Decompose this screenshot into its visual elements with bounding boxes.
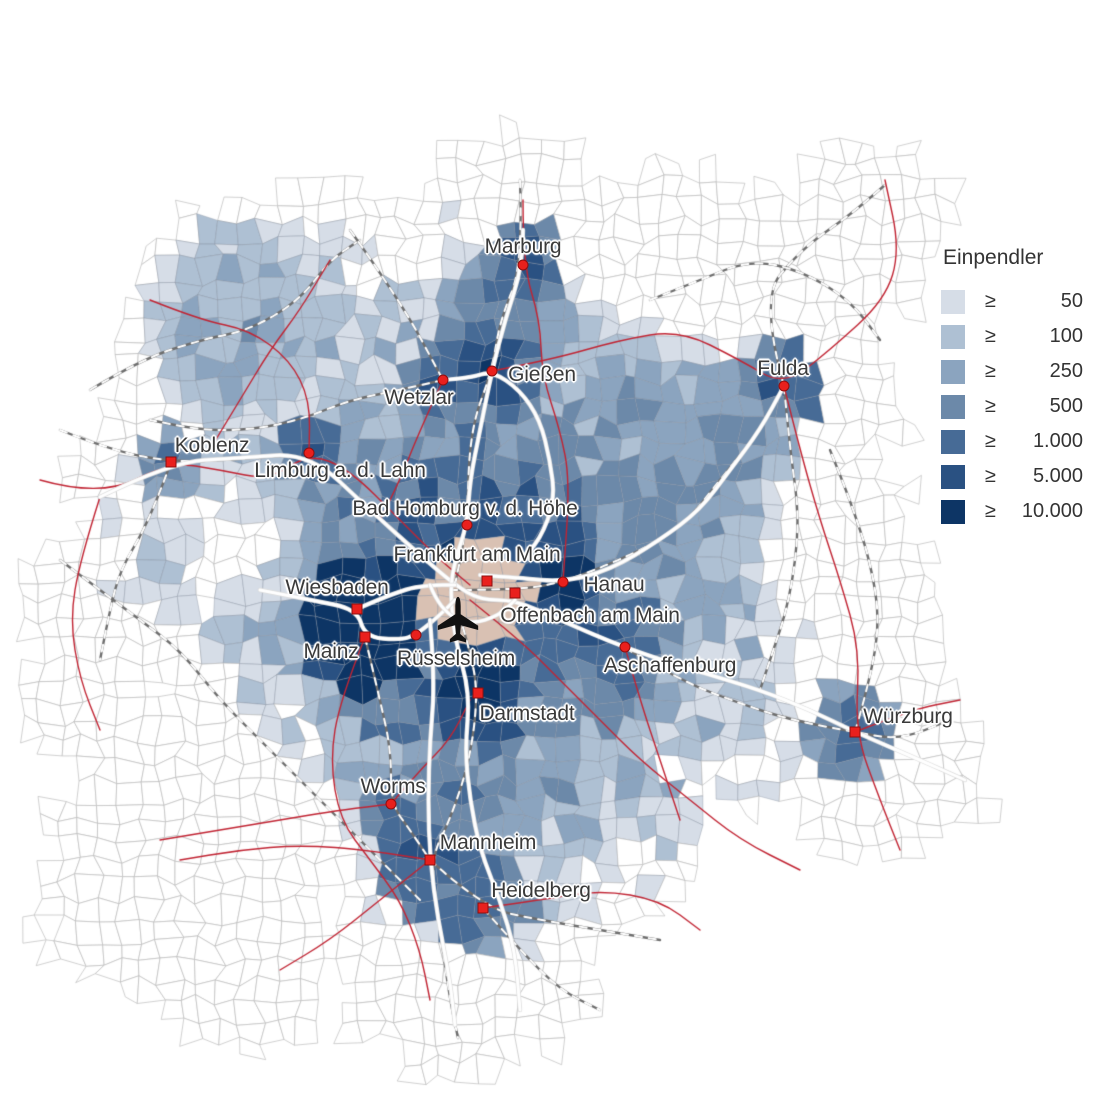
- city-marker-mainz: [359, 631, 371, 643]
- legend-swatch: [941, 359, 965, 384]
- city-marker-wiesbaden: [351, 603, 363, 615]
- city-marker-frankfurt-am-main: [481, 575, 493, 587]
- legend-value: 50: [1060, 290, 1083, 312]
- city-marker-marburg: [517, 259, 529, 271]
- city-marker-hanau: [557, 576, 569, 588]
- city-marker-wetzlar: [437, 374, 449, 386]
- legend-row: ≥ 10.000: [941, 494, 1083, 529]
- legend-row: ≥ 50: [941, 284, 1083, 319]
- geq-symbol: ≥: [985, 395, 996, 417]
- legend-value: 100: [1049, 325, 1083, 347]
- legend-row: ≥ 1.000: [941, 424, 1083, 459]
- legend: Einpendler ≥ 50 ≥ 100 ≥ 250 ≥ 500 ≥ 1.00…: [941, 246, 1083, 529]
- legend-row: ≥ 500: [941, 389, 1083, 424]
- legend-swatch: [941, 499, 965, 524]
- legend-swatch: [941, 324, 965, 349]
- legend-swatch: [941, 289, 965, 314]
- city-label-fulda: Fulda: [757, 357, 809, 380]
- legend-swatch: [941, 429, 965, 454]
- geq-symbol: ≥: [985, 360, 996, 382]
- legend-value: 1.000: [1032, 430, 1083, 452]
- city-label-hanau: Hanau: [583, 573, 645, 596]
- legend-swatch: [941, 464, 965, 489]
- city-label-gie-en: Gießen: [508, 363, 576, 386]
- city-label-darmstadt: Darmstadt: [479, 702, 575, 725]
- city-marker-fulda: [778, 380, 790, 392]
- city-marker-mannheim: [424, 854, 436, 866]
- geq-symbol: ≥: [985, 290, 996, 312]
- city-label-w-rzburg: Würzburg: [863, 705, 953, 728]
- city-label-bad-homburg-v-d-h-he: Bad Homburg v. d. Höhe: [352, 497, 578, 520]
- city-label-offenbach-am-main: Offenbach am Main: [500, 604, 680, 627]
- legend-row: ≥ 100: [941, 319, 1083, 354]
- city-marker-aschaffenburg: [619, 641, 631, 653]
- legend-row: ≥ 5.000: [941, 459, 1083, 494]
- legend-swatch: [941, 394, 965, 419]
- geq-symbol: ≥: [985, 325, 996, 347]
- legend-value: 500: [1049, 395, 1083, 417]
- geq-symbol: ≥: [985, 465, 996, 487]
- city-label-wiesbaden: Wiesbaden: [285, 576, 389, 599]
- city-marker-worms: [385, 798, 397, 810]
- geq-symbol: ≥: [985, 500, 996, 522]
- city-label-wetzlar: Wetzlar: [384, 386, 454, 409]
- city-label-mainz: Mainz: [303, 640, 359, 663]
- legend-row: ≥ 250: [941, 354, 1083, 389]
- city-label-worms: Worms: [360, 775, 426, 798]
- city-label-mannheim: Mannheim: [439, 831, 537, 854]
- legend-value: 5.000: [1032, 465, 1083, 487]
- city-marker-bad-homburg-v-d-h-he: [461, 519, 473, 531]
- city-label-marburg: Marburg: [484, 235, 562, 258]
- city-marker-gie-en: [486, 365, 498, 377]
- city-marker-w-rzburg: [849, 726, 861, 738]
- city-label-aschaffenburg: Aschaffenburg: [603, 654, 737, 677]
- city-marker-limburg-a-d-lahn: [303, 447, 315, 459]
- legend-value: 250: [1049, 360, 1083, 382]
- city-marker-heidelberg: [477, 902, 489, 914]
- city-label-koblenz: Koblenz: [174, 434, 250, 457]
- airplane-icon: [437, 596, 479, 643]
- city-marker-koblenz: [165, 456, 177, 468]
- city-marker-darmstadt: [472, 687, 484, 699]
- city-marker-offenbach-am-main: [509, 587, 521, 599]
- legend-title: Einpendler: [943, 246, 1044, 269]
- city-label-frankfurt-am-main: Frankfurt am Main: [393, 543, 561, 566]
- city-label-heidelberg: Heidelberg: [491, 879, 591, 902]
- city-marker-r-sselsheim: [410, 629, 422, 641]
- city-label-r-sselsheim: Rüsselsheim: [396, 647, 516, 670]
- city-label-limburg-a-d-lahn: Limburg a. d. Lahn: [254, 459, 426, 482]
- legend-value: 10.000: [1021, 500, 1083, 522]
- geq-symbol: ≥: [985, 430, 996, 452]
